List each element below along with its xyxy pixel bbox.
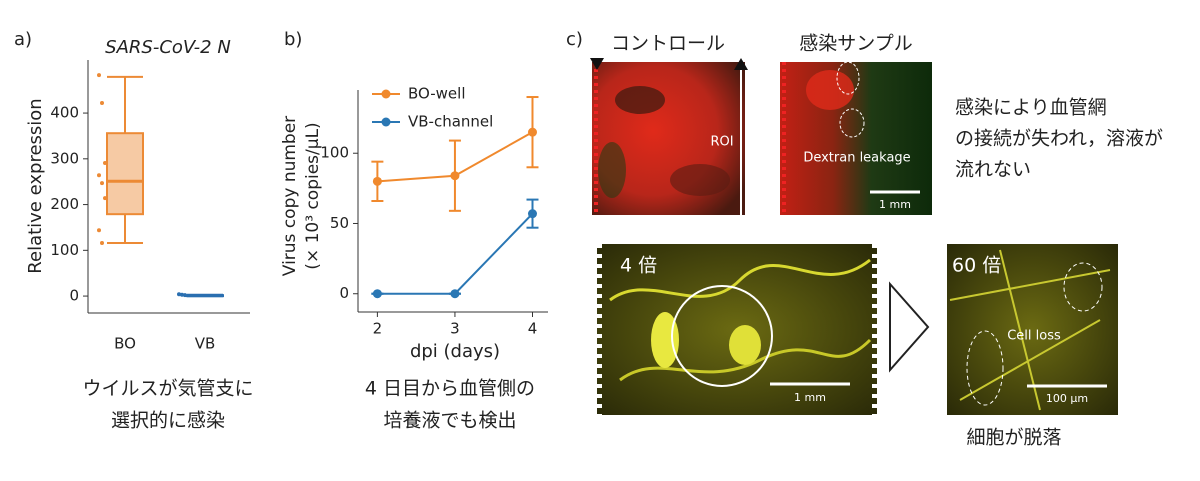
- image-label: Cell loss: [1007, 329, 1061, 344]
- point: [527, 127, 537, 137]
- chart-title: SARS-CoV-2 N: [105, 37, 231, 58]
- point: [97, 73, 101, 78]
- point: [450, 171, 460, 181]
- y-tick-label: 50: [330, 214, 349, 232]
- panel-label: c): [566, 29, 583, 50]
- box: [106, 132, 144, 216]
- image-title: コントロール: [611, 33, 725, 55]
- image-4x: 4 倍 1 mm: [596, 244, 878, 415]
- caption: 選択的に感染: [111, 410, 225, 432]
- x-tick-label: 3: [450, 320, 460, 338]
- y-tick-label: 0: [339, 284, 349, 302]
- scale-bar-label: 1 mm: [879, 198, 911, 211]
- point: [180, 292, 184, 297]
- x-tick-label: 2: [373, 320, 383, 338]
- point: [100, 101, 104, 106]
- image-control: ROI: [590, 58, 748, 215]
- point: [177, 292, 181, 297]
- x-tick-label: 4: [528, 320, 538, 338]
- point: [103, 160, 107, 165]
- legend-marker: [381, 89, 391, 99]
- note: 感染により血管網: [955, 97, 1107, 119]
- note: の接続が失われ，溶液が: [955, 128, 1163, 150]
- magnification: 4 倍: [620, 255, 657, 277]
- image-60x: 60 倍 Cell loss 100 µm: [947, 244, 1118, 415]
- y-tick-label: 100: [50, 241, 79, 259]
- caption: 培養液でも検出: [383, 410, 516, 432]
- x-tick-label: VB: [195, 335, 216, 353]
- image-title: 感染サンプル: [799, 33, 912, 55]
- y-tick-label: 200: [50, 195, 79, 213]
- image-infected: Dextran leakage 1 mm: [780, 61, 932, 215]
- y-tick-label: 0: [69, 287, 79, 305]
- caption: ウイルスが気管支に: [82, 378, 253, 400]
- legend-label: BO-well: [408, 85, 466, 103]
- point: [97, 173, 101, 178]
- caption: 細胞が脱落: [966, 427, 1061, 449]
- point: [100, 241, 104, 246]
- point: [372, 176, 382, 186]
- point: [450, 289, 460, 299]
- point: [372, 289, 382, 299]
- legend-marker: [381, 117, 391, 127]
- panel-label: b): [284, 29, 302, 50]
- point: [100, 181, 104, 186]
- legend-label: VB-channel: [408, 113, 493, 131]
- y-tick-label: 100: [320, 144, 349, 162]
- caption: 4 日目から血管側の: [365, 378, 535, 400]
- x-axis-label: dpi (days): [410, 341, 500, 362]
- magnification: 60 倍: [952, 255, 1001, 277]
- line: [377, 212, 534, 295]
- point: [183, 293, 187, 298]
- point: [527, 209, 537, 219]
- arrow: [889, 281, 930, 373]
- x-tick-label: BO: [114, 335, 136, 353]
- image-label: ROI: [710, 135, 733, 150]
- point: [103, 196, 107, 201]
- scale-bar-label: 1 mm: [794, 391, 826, 404]
- y-axis-label: Relative expression: [25, 98, 46, 273]
- scale-bar-label: 100 µm: [1046, 392, 1088, 405]
- y-axis-label: (× 10³ copies/μL): [303, 122, 323, 269]
- image-label: Dextran leakage: [803, 151, 910, 166]
- panel-label: a): [14, 29, 32, 50]
- y-axis-label: Virus copy number: [280, 116, 300, 276]
- y-tick-label: 300: [50, 149, 79, 167]
- point: [97, 228, 101, 233]
- y-tick-label: 400: [50, 104, 79, 122]
- note: 流れない: [955, 159, 1031, 181]
